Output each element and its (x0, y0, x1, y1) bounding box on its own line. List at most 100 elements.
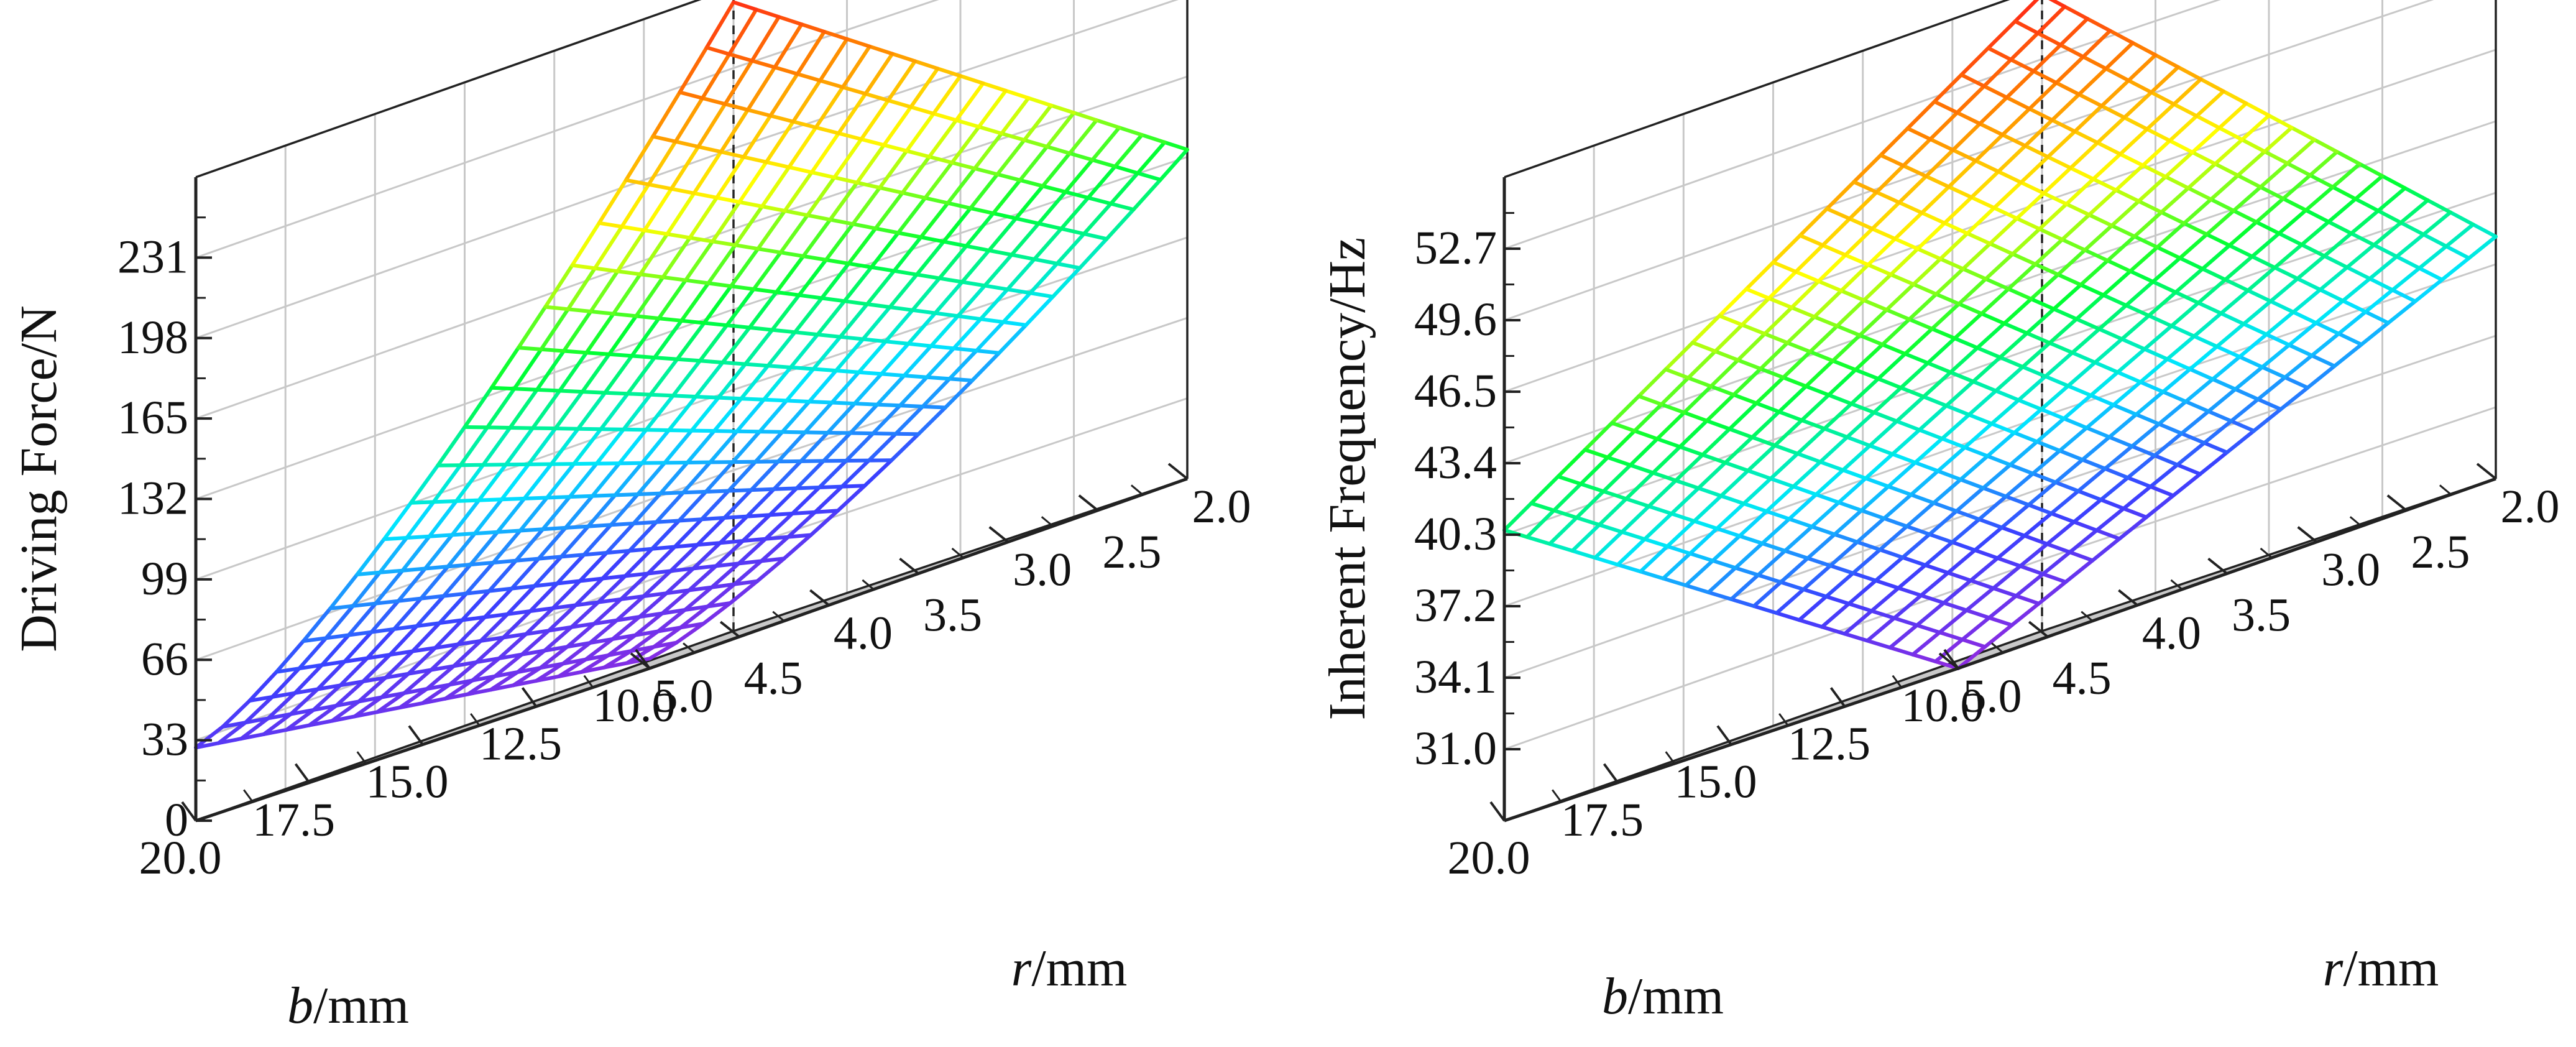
x-tick-label: 17.5 (252, 794, 335, 846)
surface-mesh-segment (1954, 509, 1981, 522)
surface-mesh-segment (1059, 196, 1090, 231)
surface-mesh-segment (1597, 497, 1628, 527)
surface-mesh-segment (2196, 301, 2223, 315)
surface-mesh-segment (1933, 659, 1960, 670)
surface-mesh-segment (495, 496, 527, 534)
surface-mesh-segment (1744, 287, 1771, 300)
surface-mesh-segment (1800, 418, 1826, 431)
surface-mesh-segment (702, 321, 729, 328)
surface-mesh-segment (409, 463, 440, 505)
surface-mesh-segment (436, 425, 467, 468)
surface-mesh-segment (392, 596, 423, 631)
surface-mesh-segment (2141, 139, 2172, 168)
surface-mesh-segment (1763, 305, 1794, 336)
surface-mesh-segment (977, 125, 1004, 136)
surface-mesh-segment (2093, 361, 2120, 374)
surface-mesh-segment (2250, 254, 2277, 270)
surface-mesh-segment (809, 170, 837, 180)
surface-mesh-segment (605, 548, 632, 555)
surface-mesh-segment (2104, 41, 2135, 71)
surface-mesh-segment (2120, 337, 2146, 351)
surface-mesh-segment (539, 307, 570, 351)
surface-mesh-segment (1704, 393, 1736, 423)
surface-mesh-segment (301, 606, 333, 643)
surface-mesh-segment (745, 487, 776, 519)
surface-mesh-segment (710, 561, 741, 589)
surface-mesh-segment (807, 400, 834, 405)
surface-mesh-segment (786, 510, 817, 539)
surface-mesh-segment (661, 236, 692, 279)
surface-mesh-segment (584, 637, 615, 662)
surface-mesh-segment (783, 209, 809, 218)
surface-mesh-segment (1931, 500, 1959, 514)
surface-mesh-segment (842, 265, 873, 303)
surface-mesh-segment (580, 352, 611, 394)
surface-mesh-segment (1686, 376, 1713, 389)
surface-mesh-segment (2372, 221, 2403, 247)
surface-mesh-segment (1895, 395, 1926, 423)
surface-mesh-segment (2115, 347, 2146, 374)
surface-mesh-segment (896, 196, 927, 235)
surface-mesh-segment (1864, 452, 1895, 481)
surface-mesh-segment (1982, 57, 2013, 88)
surface-mesh-segment (1940, 436, 1967, 450)
surface-mesh-segment (743, 362, 770, 368)
surface-mesh-segment (758, 430, 784, 434)
surface-mesh-segment (518, 527, 545, 533)
x-tick-label: 15.0 (1675, 756, 1757, 808)
surface-mesh-segment (1926, 336, 1957, 365)
surface-mesh-segment (2062, 394, 2093, 421)
surface-mesh-segment (1959, 73, 1986, 88)
surface-mesh-segment (2029, 297, 2056, 311)
y-tick-mark (1938, 652, 1959, 670)
surface-mesh-segment (489, 670, 520, 692)
surface-mesh-segment (568, 494, 594, 499)
surface-mesh-segment (2157, 422, 2184, 436)
surface-mesh-segment (2043, 374, 2070, 388)
surface-mesh-segment (902, 344, 933, 378)
surface-mesh-segment (2089, 370, 2120, 397)
surface-mesh-segment (577, 551, 609, 583)
y-tick-label: 2.0 (2501, 481, 2560, 533)
surface-mesh-segment (995, 172, 1022, 182)
surface-mesh-segment (2227, 243, 2254, 259)
surface-mesh-segment (446, 532, 477, 569)
surface-mesh-segment (2368, 277, 2394, 292)
surface-mesh-segment (1670, 486, 1701, 516)
surface-mesh-segment (2176, 65, 2203, 81)
surface-mesh-segment (1806, 556, 1833, 568)
surface-mesh-segment (1953, 311, 1984, 341)
surface-mesh-segment (1842, 632, 1869, 643)
y-tick-mark (1078, 494, 1099, 512)
surface-mesh-segment (742, 155, 768, 164)
surface-mesh-segment (1938, 608, 1969, 635)
z-tick-label: 40.3 (1414, 508, 1497, 560)
surface-mesh-segment (694, 395, 720, 400)
surface-mesh-segment (1969, 195, 1996, 210)
surface-mesh-segment (921, 377, 952, 408)
surface-mesh-segment (799, 431, 830, 463)
surface-mesh-segment (2308, 150, 2339, 177)
surface-mesh-segment (2163, 175, 2191, 190)
surface-mesh-segment (756, 247, 783, 255)
surface-mesh-segment (357, 675, 388, 704)
surface-mesh-segment (947, 349, 978, 381)
surface-mesh-segment (1892, 593, 1923, 620)
surface-mesh-segment (599, 392, 630, 431)
surface-mesh-segment (2118, 127, 2149, 156)
surface-mesh-segment (1824, 571, 1855, 599)
surface-mesh-segment (2318, 265, 2349, 292)
surface-mesh-segment (1876, 377, 1903, 390)
surface-mesh-segment (983, 284, 1010, 292)
surface-mesh-segment (2138, 357, 2169, 384)
surface-mesh-segment (247, 670, 278, 703)
surface-mesh-segment (2081, 29, 2112, 59)
surface-mesh-segment (1673, 453, 1704, 482)
surface-mesh-segment (2168, 139, 2194, 154)
surface-mesh-segment (555, 553, 586, 586)
surface-mesh-segment (1711, 558, 1737, 570)
surface-mesh-segment (2052, 283, 2083, 311)
surface-mesh-segment (869, 231, 900, 269)
x-minor-tick-mark (1892, 675, 1902, 688)
surface-mesh-segment (1000, 131, 1026, 142)
